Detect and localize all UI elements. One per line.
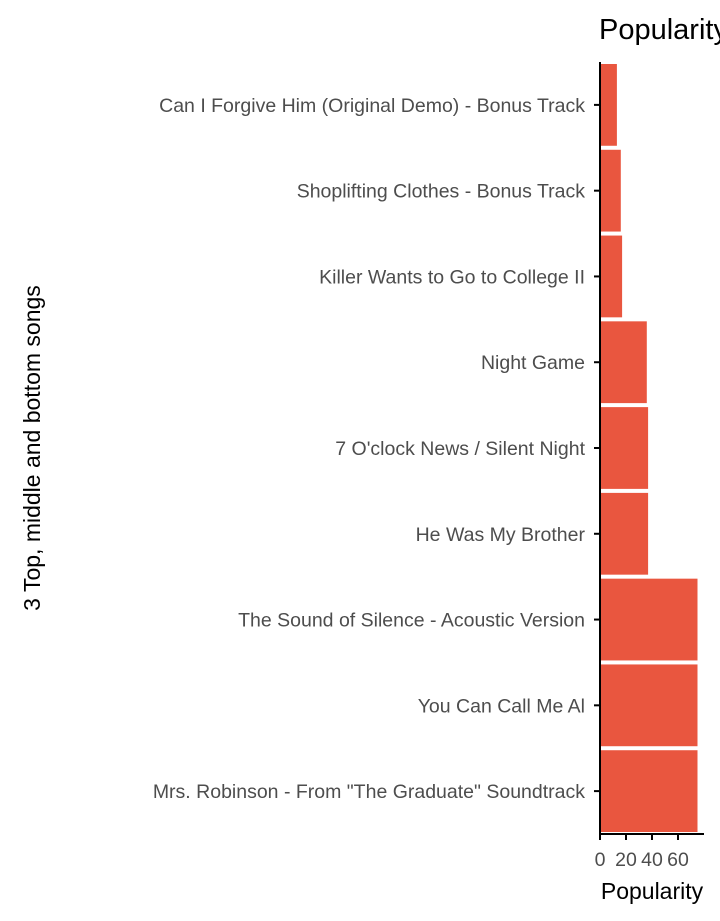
bar (600, 750, 698, 832)
x-tick-label: 60 (667, 849, 689, 871)
x-tick-label: 20 (615, 849, 637, 871)
x-tick-label: 0 (595, 849, 606, 871)
bars-group (600, 64, 698, 832)
bar (600, 321, 647, 404)
y-tick-label: Mrs. Robinson - From "The Graduate" Soun… (153, 781, 585, 803)
y-tick-label: The Sound of Silence - Acoustic Version (238, 610, 585, 632)
bar (600, 64, 617, 146)
bar (600, 492, 649, 575)
y-axis-title: 3 Top, middle and bottom songs (19, 285, 45, 611)
bar (600, 664, 698, 747)
y-tick-label: He Was My Brother (416, 524, 586, 546)
bar (600, 235, 623, 318)
y-tick-marks (594, 103, 600, 793)
x-axis-title: Popularity (601, 878, 704, 904)
x-tick-label: 40 (641, 849, 663, 871)
x-tick-labels: 0 20 40 60 (595, 849, 689, 871)
y-tick-label: You Can Call Me Al (418, 695, 585, 717)
chart-title: Popularity of Simon & Garfunkel songs (599, 14, 720, 46)
y-tick-labels: Can I Forgive Him (Original Demo) - Bonu… (153, 95, 586, 803)
bar (600, 407, 649, 489)
y-tick-label: Killer Wants to Go to College II (319, 266, 585, 288)
y-tick-label: 7 O'clock News / Silent Night (335, 438, 585, 460)
bar (600, 149, 621, 232)
y-tick-label: Night Game (481, 352, 585, 374)
bar (600, 578, 698, 661)
y-tick-label: Shoplifting Clothes - Bonus Track (297, 181, 586, 203)
y-tick-label: Can I Forgive Him (Original Demo) - Bonu… (159, 95, 585, 117)
